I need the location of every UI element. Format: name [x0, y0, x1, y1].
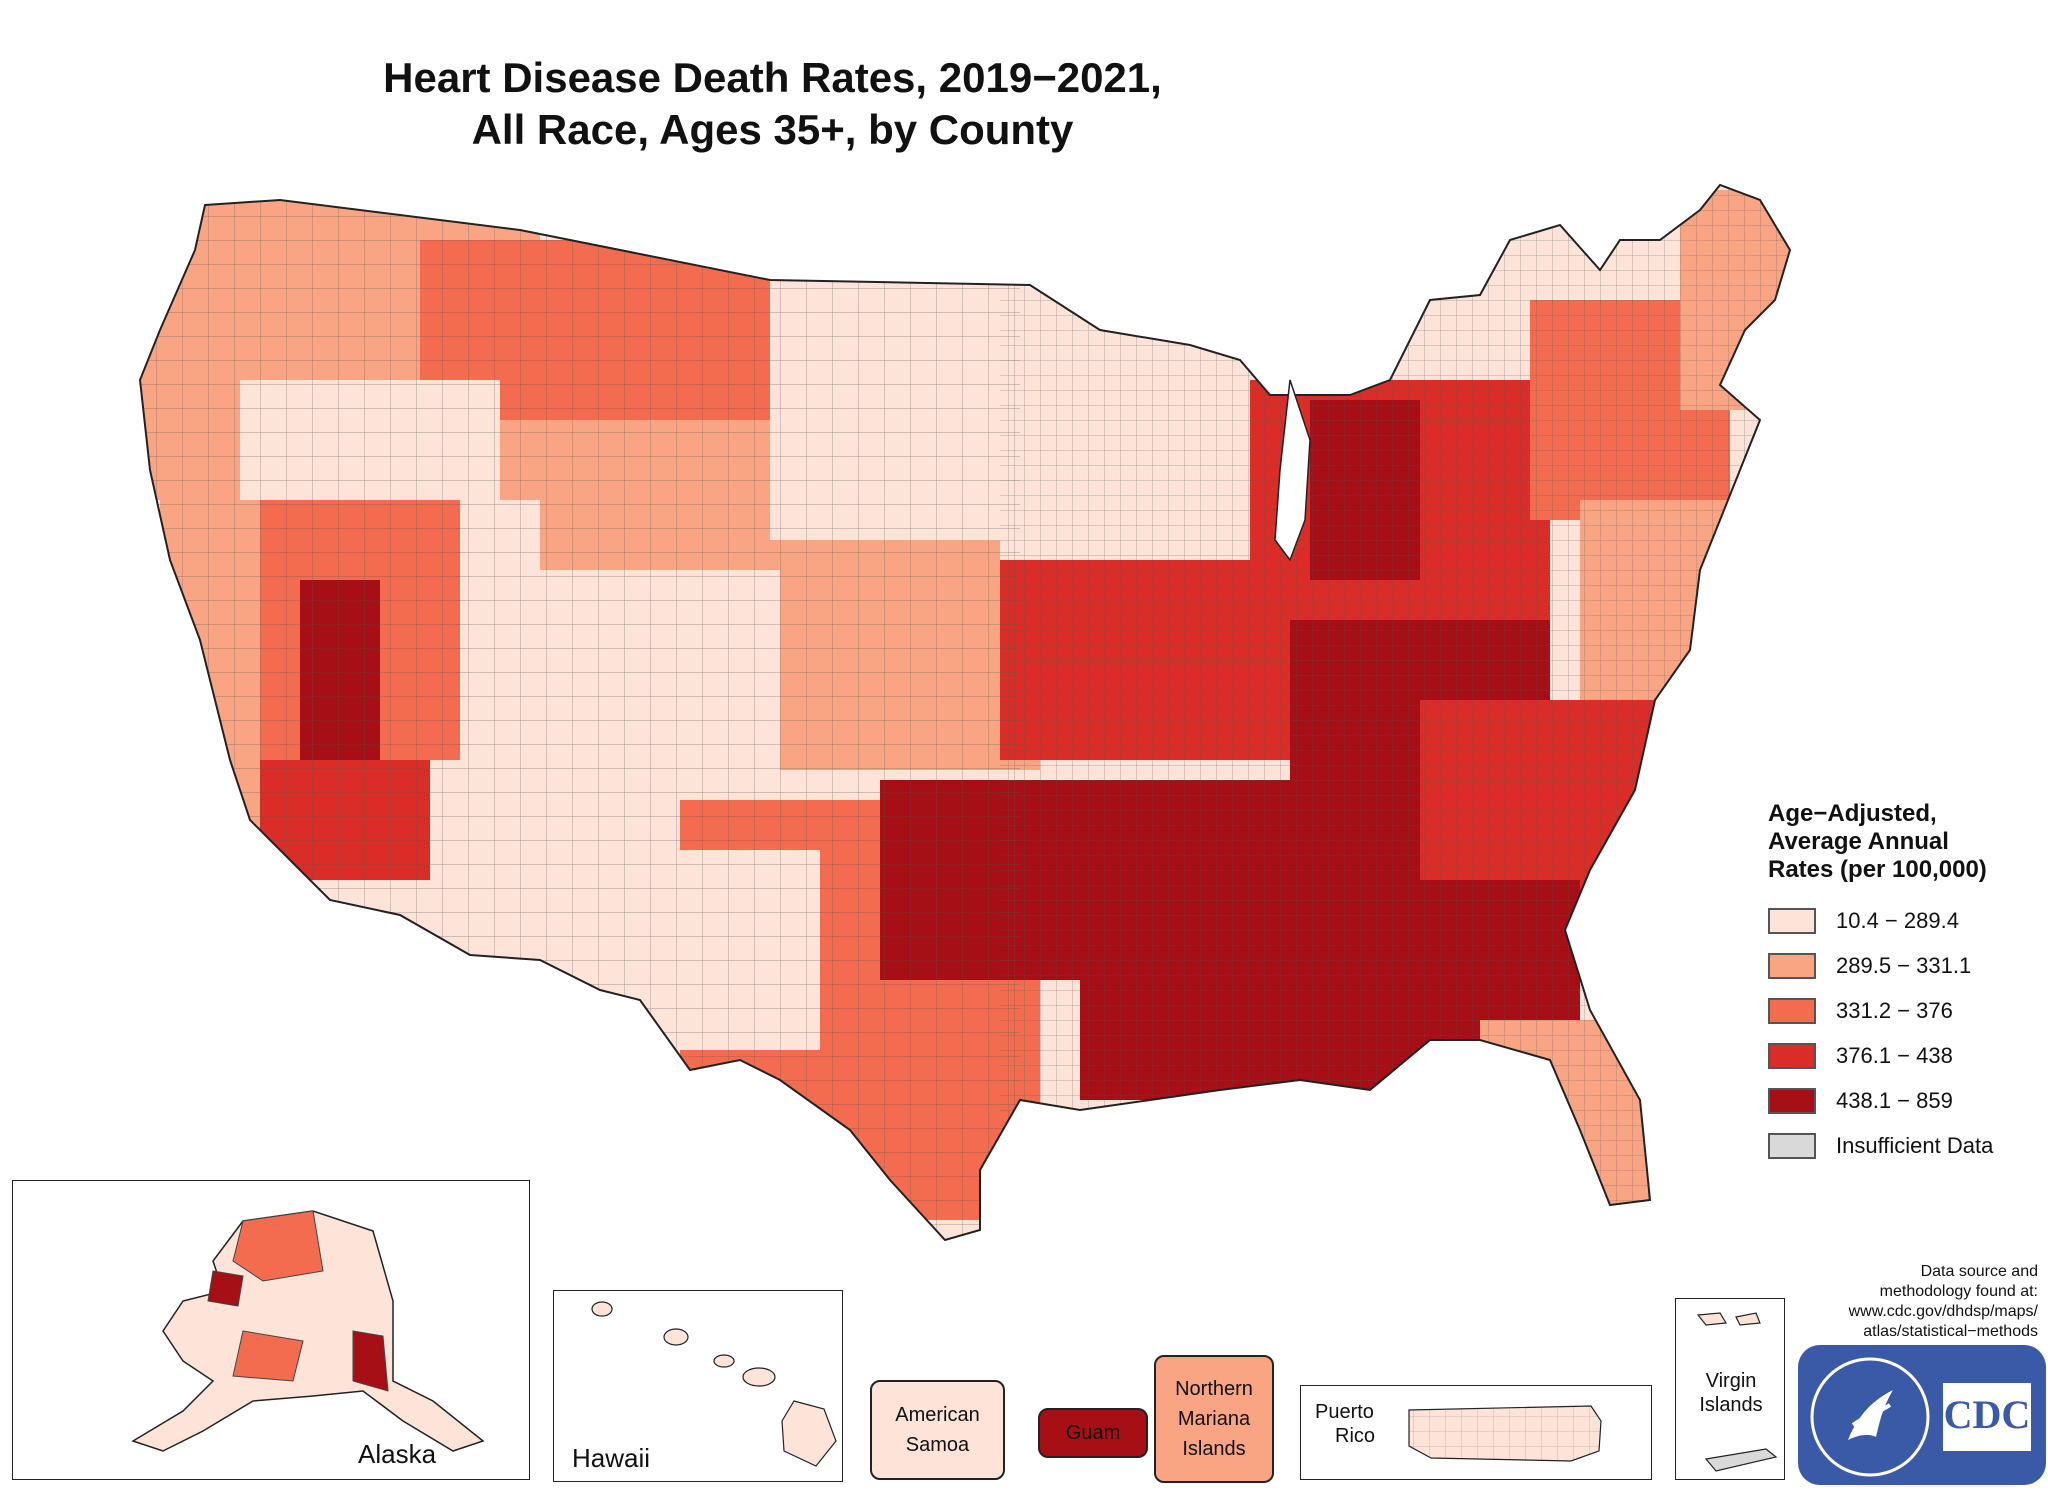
virgin-islands-shape	[1696, 1312, 1778, 1472]
virgin-islands-inset: Virgin Islands	[1675, 1298, 1785, 1480]
guam-label: Guam	[1065, 1422, 1121, 1444]
cdc-logo-text: CDC	[1943, 1392, 2031, 1437]
legend-title-line-3: Rates (per 100,000)	[1768, 856, 1987, 883]
legend-swatch	[1768, 997, 1816, 1024]
virgin-islands-line-2: Islands	[1699, 1394, 1763, 1416]
us-outline	[138, 183, 1792, 1242]
title-line-1: Heart Disease Death Rates, 2019−2021,	[383, 54, 1162, 101]
legend: Age−Adjusted, Average Annual Rates (per …	[1768, 800, 2038, 1168]
northern-mariana-line-1: Northern	[1175, 1378, 1253, 1400]
alaska-shape	[131, 1210, 485, 1452]
hhs-eagle-icon	[1810, 1357, 2031, 1477]
puerto-rico-shape	[1408, 1405, 1602, 1462]
source-line-2: methodology found at:	[1879, 1283, 2038, 1300]
title-line-2: All Race, Ages 35+, by County	[471, 106, 1074, 153]
lake-michigan	[1274, 379, 1311, 562]
legend-title-line-1: Age−Adjusted,	[1768, 800, 1937, 827]
source-line-1: Data source and	[1920, 1263, 2038, 1280]
map-title: Heart Disease Death Rates, 2019−2021, Al…	[0, 52, 1545, 156]
legend-title: Age−Adjusted, Average Annual Rates (per …	[1768, 800, 2038, 884]
hawaii-label: Hawaii	[572, 1443, 651, 1473]
guam-box: Guam	[1038, 1408, 1148, 1458]
virgin-islands-label: Virgin Islands	[1676, 1369, 1786, 1417]
legend-items: 10.4 − 289.4 289.5 − 331.1 331.2 − 376 376.…	[1768, 898, 2038, 1168]
legend-label: 289.5 − 331.1	[1836, 952, 1972, 978]
puerto-rico-label: Puerto Rico	[1315, 1400, 1375, 1448]
legend-label: 376.1 − 438	[1836, 1042, 1953, 1068]
legend-item: 438.1 − 859	[1768, 1078, 2038, 1123]
legend-label: 331.2 − 376	[1836, 997, 1953, 1023]
data-source-note: Data source and methodology found at: ww…	[1770, 1262, 2038, 1342]
puerto-rico-inset: Puerto Rico	[1300, 1385, 1652, 1480]
northern-mariana-line-2: Mariana	[1177, 1408, 1251, 1430]
legend-label: Insufficient Data	[1836, 1132, 1994, 1158]
hawaii-shape	[591, 1301, 837, 1467]
northern-mariana-line-3: Islands	[1182, 1438, 1246, 1460]
county-fills	[140, 185, 1790, 1240]
county-grid-west	[140, 185, 1020, 1240]
source-line-4: atlas/statistical−methods	[1863, 1323, 2038, 1340]
legend-item: 376.1 − 438	[1768, 1033, 2038, 1078]
american-samoa-line-1: American	[895, 1404, 980, 1426]
cdc-logo: CDC	[1798, 1345, 2046, 1485]
alaska-inset: Alaska	[12, 1180, 530, 1480]
alaska-label: Alaska	[358, 1439, 437, 1469]
hawaii-inset: Hawaii	[553, 1290, 843, 1482]
legend-swatch	[1768, 907, 1816, 934]
american-samoa-line-2: Samoa	[905, 1434, 970, 1456]
legend-item: 331.2 − 376	[1768, 988, 2038, 1033]
legend-swatch	[1768, 1132, 1816, 1159]
puerto-rico-line-2: Rico	[1335, 1425, 1376, 1447]
legend-item: 289.5 − 331.1	[1768, 943, 2038, 988]
legend-swatch	[1768, 952, 1816, 979]
legend-label: 10.4 − 289.4	[1836, 907, 1959, 933]
legend-swatch	[1768, 1087, 1816, 1114]
legend-title-line-2: Average Annual	[1768, 828, 1949, 855]
puerto-rico-line-1: Puerto	[1315, 1401, 1374, 1423]
virgin-islands-line-1: Virgin	[1705, 1370, 1757, 1392]
legend-item: Insufficient Data	[1768, 1123, 2038, 1168]
legend-item: 10.4 − 289.4	[1768, 898, 2038, 943]
legend-swatch	[1768, 1042, 1816, 1069]
american-samoa-box: American Samoa	[870, 1380, 1005, 1480]
source-line-3: www.cdc.gov/dhdsp/maps/	[1848, 1303, 2038, 1320]
legend-label: 438.1 − 859	[1836, 1087, 1953, 1113]
county-grid-east	[1000, 185, 1790, 1240]
northern-mariana-box: Northern Mariana Islands	[1154, 1355, 1274, 1483]
